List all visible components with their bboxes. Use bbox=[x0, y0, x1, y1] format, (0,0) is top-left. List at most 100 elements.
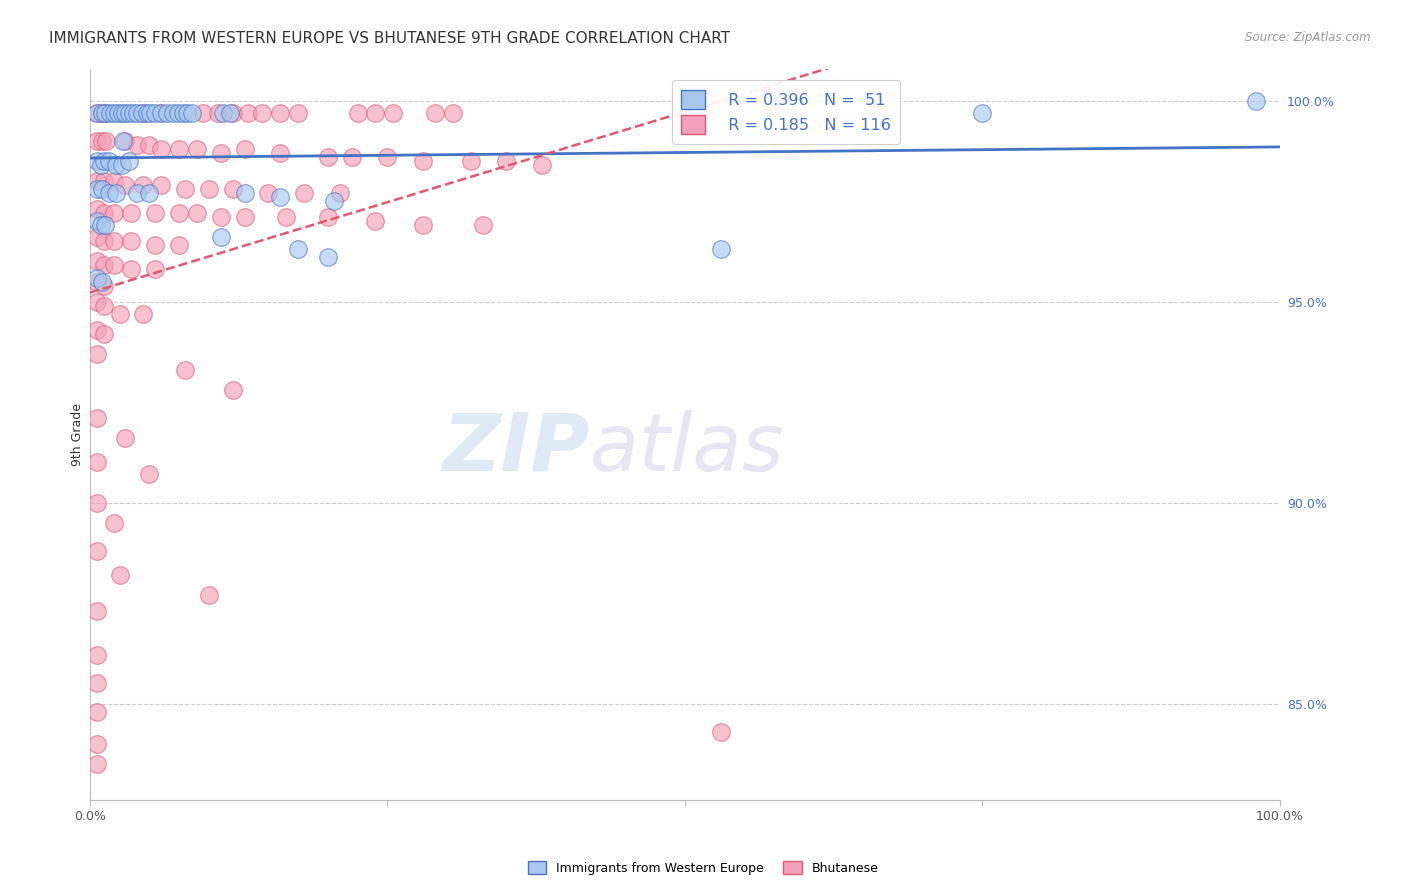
Point bbox=[233, 186, 256, 201]
Point bbox=[86, 756, 108, 771]
Point bbox=[167, 142, 190, 156]
Text: Source: ZipAtlas.com: Source: ZipAtlas.com bbox=[1246, 31, 1371, 45]
Point bbox=[86, 270, 108, 285]
Point bbox=[86, 737, 108, 751]
Point bbox=[120, 206, 142, 220]
Point bbox=[103, 105, 125, 120]
Point bbox=[86, 604, 108, 618]
Point bbox=[287, 243, 309, 257]
Point bbox=[86, 705, 108, 719]
Point bbox=[86, 294, 108, 309]
Point bbox=[236, 105, 259, 120]
Point bbox=[221, 182, 243, 196]
Point bbox=[186, 142, 208, 156]
Point bbox=[531, 158, 554, 172]
Point bbox=[93, 299, 115, 313]
Point bbox=[94, 219, 117, 233]
Point bbox=[114, 431, 136, 445]
Point bbox=[167, 206, 190, 220]
Point bbox=[150, 178, 173, 192]
Point bbox=[86, 544, 108, 558]
Point bbox=[96, 134, 118, 148]
Point bbox=[221, 105, 243, 120]
Point bbox=[86, 105, 108, 120]
Point bbox=[132, 105, 155, 120]
Point bbox=[103, 516, 125, 530]
Point bbox=[108, 307, 131, 321]
Point bbox=[233, 211, 256, 225]
Point bbox=[131, 105, 153, 120]
Point bbox=[120, 262, 142, 277]
Point bbox=[316, 150, 339, 164]
Point bbox=[97, 186, 120, 201]
Point bbox=[382, 105, 405, 120]
Point bbox=[93, 326, 115, 341]
Point bbox=[209, 230, 232, 244]
Point bbox=[269, 105, 291, 120]
Point bbox=[104, 186, 127, 201]
Point bbox=[423, 105, 446, 120]
Point bbox=[96, 105, 118, 120]
Point bbox=[118, 105, 141, 120]
Point bbox=[103, 259, 125, 273]
Point bbox=[90, 105, 112, 120]
Point bbox=[103, 206, 125, 220]
Point bbox=[121, 105, 143, 120]
Point bbox=[276, 211, 298, 225]
Point bbox=[176, 105, 198, 120]
Point bbox=[127, 105, 149, 120]
Point bbox=[86, 214, 108, 228]
Point bbox=[709, 243, 731, 257]
Point bbox=[252, 105, 274, 120]
Point bbox=[86, 182, 108, 196]
Point bbox=[90, 275, 112, 289]
Point bbox=[322, 194, 344, 209]
Point bbox=[191, 105, 214, 120]
Point bbox=[86, 202, 108, 217]
Point bbox=[269, 145, 291, 160]
Point bbox=[86, 323, 108, 337]
Point bbox=[150, 105, 173, 120]
Point bbox=[86, 153, 108, 168]
Point bbox=[212, 105, 235, 120]
Point bbox=[112, 134, 135, 148]
Point bbox=[127, 137, 149, 152]
Point bbox=[86, 174, 108, 188]
Legend:   R = 0.396   N =  51,   R = 0.185   N = 116: R = 0.396 N = 51, R = 0.185 N = 116 bbox=[672, 80, 900, 144]
Point bbox=[150, 105, 173, 120]
Point bbox=[89, 219, 111, 233]
Point bbox=[143, 105, 166, 120]
Point bbox=[150, 142, 173, 156]
Point bbox=[114, 134, 136, 148]
Point bbox=[138, 467, 160, 482]
Point bbox=[221, 383, 243, 397]
Point bbox=[108, 568, 131, 582]
Point bbox=[93, 259, 115, 273]
Point bbox=[139, 105, 162, 120]
Point bbox=[90, 134, 112, 148]
Point bbox=[93, 235, 115, 249]
Point bbox=[198, 588, 221, 602]
Point bbox=[1244, 94, 1267, 108]
Point bbox=[162, 105, 184, 120]
Point bbox=[93, 206, 115, 220]
Point bbox=[93, 153, 115, 168]
Point bbox=[86, 411, 108, 425]
Point bbox=[167, 105, 190, 120]
Point bbox=[86, 347, 108, 361]
Point bbox=[114, 178, 136, 192]
Point bbox=[709, 724, 731, 739]
Point bbox=[138, 137, 160, 152]
Text: IMMIGRANTS FROM WESTERN EUROPE VS BHUTANESE 9TH GRADE CORRELATION CHART: IMMIGRANTS FROM WESTERN EUROPE VS BHUTAN… bbox=[49, 31, 730, 46]
Point bbox=[86, 105, 108, 120]
Point bbox=[316, 251, 339, 265]
Point bbox=[143, 238, 166, 252]
Point bbox=[86, 275, 108, 289]
Point bbox=[114, 105, 136, 120]
Point bbox=[174, 363, 197, 377]
Point bbox=[364, 214, 387, 228]
Point bbox=[209, 211, 232, 225]
Point bbox=[98, 105, 121, 120]
Point bbox=[471, 219, 494, 233]
Point bbox=[198, 182, 221, 196]
